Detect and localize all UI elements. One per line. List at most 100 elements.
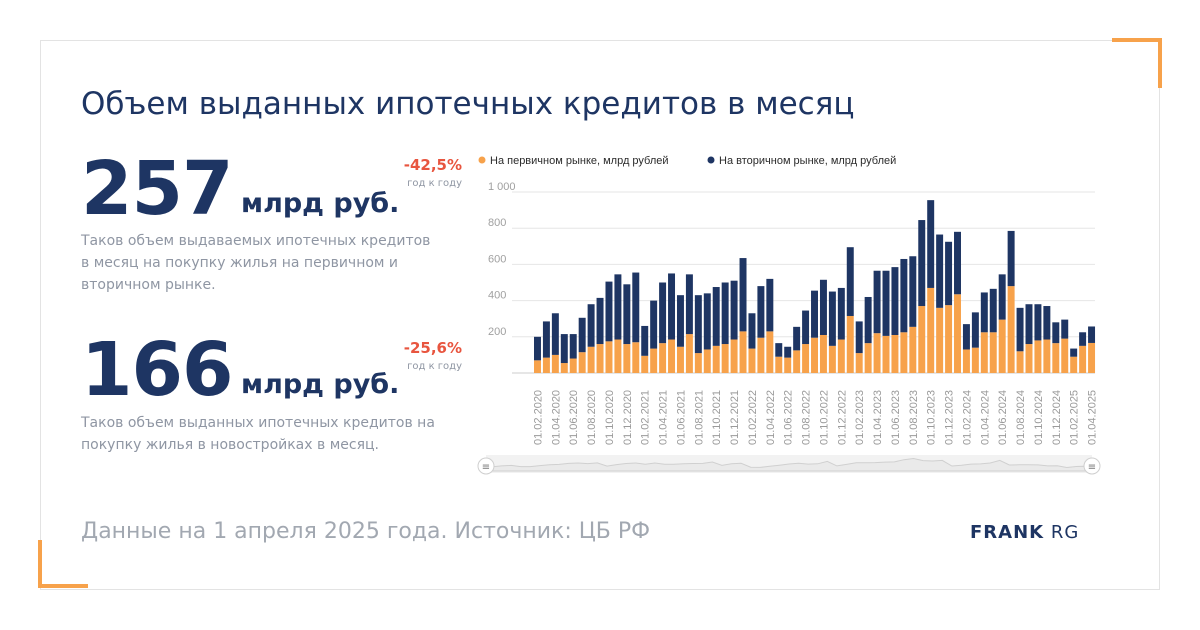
bar-primary[interactable]	[873, 333, 881, 373]
bar-secondary[interactable]	[954, 231, 961, 295]
bar-secondary[interactable]	[971, 312, 979, 348]
bar-secondary[interactable]	[712, 287, 720, 346]
bar-primary[interactable]	[551, 354, 559, 373]
bar-secondary[interactable]	[864, 296, 872, 344]
bar-secondary[interactable]	[1070, 348, 1078, 357]
bar-secondary[interactable]	[998, 274, 1006, 320]
bar-primary[interactable]	[1025, 344, 1033, 373]
bar-primary[interactable]	[694, 353, 702, 373]
bar-primary[interactable]	[971, 347, 979, 373]
bar-secondary[interactable]	[1007, 230, 1015, 287]
bar-primary[interactable]	[739, 331, 747, 373]
bar-secondary[interactable]	[605, 281, 613, 342]
bar-primary[interactable]	[578, 352, 586, 373]
bar-primary[interactable]	[659, 343, 667, 373]
bar-secondary[interactable]	[846, 247, 854, 316]
bar-secondary[interactable]	[542, 321, 550, 358]
legend-secondary-label[interactable]: На вторичном рынке, млрд рублей	[719, 155, 896, 167]
bar-primary[interactable]	[766, 331, 774, 373]
bar-primary[interactable]	[632, 342, 640, 373]
bar-primary[interactable]	[909, 326, 917, 373]
bar-secondary[interactable]	[623, 284, 631, 345]
bar-primary[interactable]	[721, 344, 729, 373]
bar-primary[interactable]	[542, 357, 550, 373]
bar-primary[interactable]	[936, 307, 944, 373]
bar-secondary[interactable]	[748, 313, 756, 349]
bar-primary[interactable]	[793, 350, 801, 373]
brand-logo[interactable]: FRANK RG	[970, 522, 1079, 543]
bar-primary[interactable]	[668, 339, 676, 373]
bar-primary[interactable]	[650, 348, 658, 373]
bar-secondary[interactable]	[891, 267, 899, 335]
bar-secondary[interactable]	[1088, 326, 1096, 343]
bar-primary[interactable]	[1043, 339, 1051, 373]
bar-secondary[interactable]	[855, 321, 863, 354]
bar-secondary[interactable]	[927, 200, 935, 288]
bar-primary[interactable]	[998, 319, 1006, 373]
bar-primary[interactable]	[846, 315, 854, 373]
bar-primary[interactable]	[1079, 345, 1087, 373]
bar-primary[interactable]	[596, 344, 604, 373]
bar-secondary[interactable]	[569, 334, 577, 359]
bar-primary[interactable]	[748, 348, 756, 373]
bar-primary[interactable]	[1088, 342, 1096, 373]
bar-secondary[interactable]	[882, 270, 890, 336]
bar-primary[interactable]	[614, 339, 622, 373]
bar-primary[interactable]	[945, 305, 953, 373]
bar-secondary[interactable]	[596, 297, 604, 345]
bar-secondary[interactable]	[1034, 304, 1042, 341]
bar-secondary[interactable]	[766, 278, 774, 332]
bar-primary[interactable]	[712, 345, 720, 373]
bar-secondary[interactable]	[578, 317, 586, 353]
bar-primary[interactable]	[757, 337, 765, 373]
bar-primary[interactable]	[954, 294, 961, 373]
bar-secondary[interactable]	[962, 324, 970, 350]
bar-primary[interactable]	[560, 363, 568, 373]
bar-secondary[interactable]	[650, 300, 658, 349]
bar-primary[interactable]	[730, 339, 738, 373]
bar-primary[interactable]	[927, 287, 935, 373]
bar-secondary[interactable]	[587, 304, 595, 347]
bar-primary[interactable]	[989, 332, 997, 373]
bar-primary[interactable]	[623, 344, 631, 373]
bar-secondary[interactable]	[694, 295, 702, 354]
bar-secondary[interactable]	[730, 280, 738, 340]
bar-primary[interactable]	[855, 353, 863, 373]
bar-secondary[interactable]	[641, 325, 649, 356]
bar-primary[interactable]	[819, 334, 827, 373]
bar-primary[interactable]	[811, 337, 819, 373]
bar-secondary[interactable]	[909, 256, 917, 327]
bar-primary[interactable]	[802, 344, 810, 373]
bar-primary[interactable]	[918, 306, 926, 373]
bar-secondary[interactable]	[1079, 332, 1087, 346]
bar-secondary[interactable]	[1025, 304, 1033, 345]
bar-primary[interactable]	[837, 339, 845, 373]
bar-secondary[interactable]	[703, 293, 711, 350]
bar-primary[interactable]	[703, 349, 711, 373]
bar-secondary[interactable]	[828, 291, 836, 346]
bar-secondary[interactable]	[802, 310, 810, 345]
bar-primary[interactable]	[900, 332, 908, 373]
bar-secondary[interactable]	[784, 346, 792, 358]
bar-secondary[interactable]	[837, 287, 845, 340]
bar-primary[interactable]	[641, 355, 649, 373]
bar-secondary[interactable]	[811, 290, 819, 338]
bar-secondary[interactable]	[739, 258, 747, 332]
bar-primary[interactable]	[1070, 356, 1078, 373]
bar-primary[interactable]	[569, 358, 577, 373]
bar-secondary[interactable]	[936, 234, 944, 308]
bar-primary[interactable]	[1034, 340, 1042, 373]
bar-secondary[interactable]	[560, 334, 568, 364]
bar-primary[interactable]	[1061, 338, 1069, 373]
bar-secondary[interactable]	[659, 282, 667, 344]
bar-primary[interactable]	[534, 360, 541, 373]
bar-secondary[interactable]	[1043, 306, 1051, 340]
navigator-handle-left[interactable]	[477, 457, 495, 475]
bar-primary[interactable]	[980, 332, 988, 373]
bar-primary[interactable]	[775, 356, 783, 373]
bar-secondary[interactable]	[1052, 322, 1060, 344]
bar-primary[interactable]	[864, 343, 872, 373]
bar-secondary[interactable]	[900, 258, 908, 333]
bar-primary[interactable]	[1016, 351, 1024, 373]
bar-secondary[interactable]	[873, 270, 881, 334]
